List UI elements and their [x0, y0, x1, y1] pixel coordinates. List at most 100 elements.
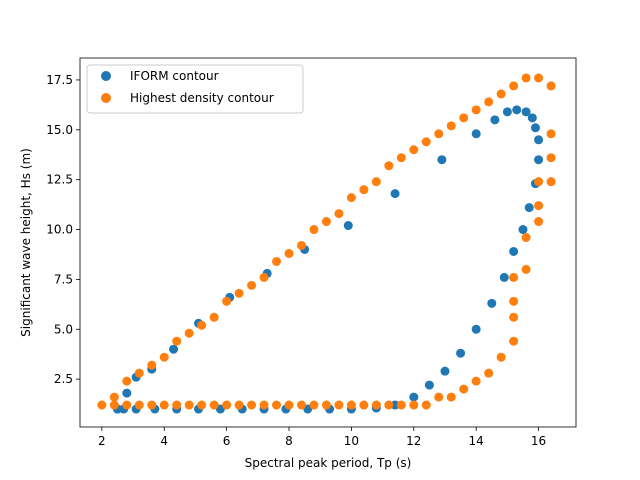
data-point-series-1 [484, 368, 494, 378]
data-point-series-0 [343, 221, 353, 231]
data-point-series-0 [456, 348, 466, 358]
data-point-series-0 [530, 123, 540, 133]
data-point-series-1 [134, 400, 144, 410]
x-tick-label: 6 [223, 434, 231, 448]
data-point-series-1 [521, 73, 531, 83]
data-point-series-0 [471, 324, 481, 334]
data-point-series-0 [440, 366, 450, 376]
y-tick-label: 17.5 [46, 73, 73, 87]
data-points [97, 73, 556, 414]
data-point-series-1 [371, 177, 381, 187]
data-point-series-1 [147, 400, 157, 410]
data-point-series-1 [184, 400, 194, 410]
data-point-series-1 [234, 400, 244, 410]
data-point-series-1 [546, 129, 556, 139]
data-point-series-1 [134, 368, 144, 378]
legend-marker-iform [101, 71, 111, 81]
data-point-series-0 [527, 113, 537, 123]
data-point-series-1 [409, 400, 419, 410]
data-point-series-1 [97, 400, 107, 410]
x-tick-label: 14 [469, 434, 484, 448]
data-point-series-1 [346, 193, 356, 203]
data-point-series-1 [396, 400, 406, 410]
data-point-series-1 [459, 384, 469, 394]
data-point-series-0 [409, 392, 419, 402]
data-point-series-1 [296, 240, 306, 250]
data-point-series-1 [159, 352, 169, 362]
y-tick-label: 7.5 [54, 272, 73, 286]
data-point-series-1 [446, 392, 456, 402]
data-point-series-1 [484, 97, 494, 107]
data-point-series-1 [359, 185, 369, 195]
data-point-series-0 [390, 400, 400, 410]
y-tick-label: 15.0 [46, 123, 73, 137]
data-point-series-1 [284, 400, 294, 410]
data-point-series-1 [296, 400, 306, 410]
data-point-series-1 [147, 360, 157, 370]
data-point-series-0 [437, 155, 447, 165]
data-point-series-1 [284, 248, 294, 258]
data-point-series-1 [534, 201, 544, 211]
data-point-series-1 [534, 73, 544, 83]
data-point-series-1 [421, 137, 431, 147]
legend-label-highest-density: Highest density contour [130, 91, 274, 105]
data-point-series-1 [321, 217, 331, 227]
data-point-series-1 [334, 209, 344, 219]
data-point-series-0 [509, 246, 519, 256]
data-point-series-1 [321, 400, 331, 410]
data-point-series-0 [518, 225, 528, 235]
x-axis-ticks: 2 4 6 8 10 12 14 16 [98, 427, 546, 448]
data-point-series-1 [309, 400, 319, 410]
data-point-series-1 [546, 153, 556, 163]
data-point-series-0 [502, 107, 512, 117]
data-point-series-1 [396, 153, 406, 163]
data-point-series-1 [122, 400, 132, 410]
data-point-series-0 [169, 344, 179, 354]
y-axis-ticks: 2.5 5.0 7.5 10.0 12.5 15.0 17.5 [46, 73, 80, 386]
data-point-series-0 [534, 135, 544, 145]
data-point-series-1 [159, 400, 169, 410]
data-point-series-1 [259, 400, 269, 410]
data-point-series-0 [122, 388, 132, 398]
data-point-series-1 [434, 129, 444, 139]
data-point-series-1 [496, 352, 506, 362]
data-point-series-1 [172, 336, 182, 346]
data-point-series-1 [109, 400, 119, 410]
y-tick-label: 10.0 [46, 223, 73, 237]
data-point-series-1 [496, 89, 506, 99]
data-point-series-1 [409, 145, 419, 155]
data-point-series-1 [521, 233, 531, 243]
data-point-series-1 [384, 400, 394, 410]
x-tick-label: 8 [285, 434, 293, 448]
legend-marker-highest-density [101, 93, 111, 103]
x-tick-label: 16 [531, 434, 546, 448]
data-point-series-1 [197, 400, 207, 410]
data-point-series-1 [334, 400, 344, 410]
y-tick-label: 12.5 [46, 173, 73, 187]
data-point-series-1 [209, 312, 219, 322]
legend-box [86, 64, 304, 114]
data-point-series-1 [359, 400, 369, 410]
data-point-series-1 [234, 288, 244, 298]
data-point-series-1 [546, 81, 556, 91]
data-point-series-1 [247, 400, 257, 410]
data-point-series-1 [184, 328, 194, 338]
data-point-series-1 [471, 105, 481, 115]
data-point-series-1 [222, 400, 232, 410]
data-point-series-1 [259, 272, 269, 282]
data-point-series-1 [509, 81, 519, 91]
data-point-series-1 [109, 392, 119, 402]
x-axis-label: Spectral peak period, Tp (s) [245, 456, 412, 470]
data-point-series-1 [446, 121, 456, 131]
data-point-series-1 [509, 312, 519, 322]
data-point-series-1 [384, 161, 394, 171]
y-tick-label: 2.5 [54, 372, 73, 386]
data-point-series-1 [247, 280, 257, 290]
data-point-series-0 [521, 107, 531, 117]
data-point-series-1 [421, 400, 431, 410]
data-point-series-1 [197, 320, 207, 330]
x-tick-label: 10 [344, 434, 359, 448]
data-point-series-1 [209, 400, 219, 410]
data-point-series-0 [471, 129, 481, 139]
